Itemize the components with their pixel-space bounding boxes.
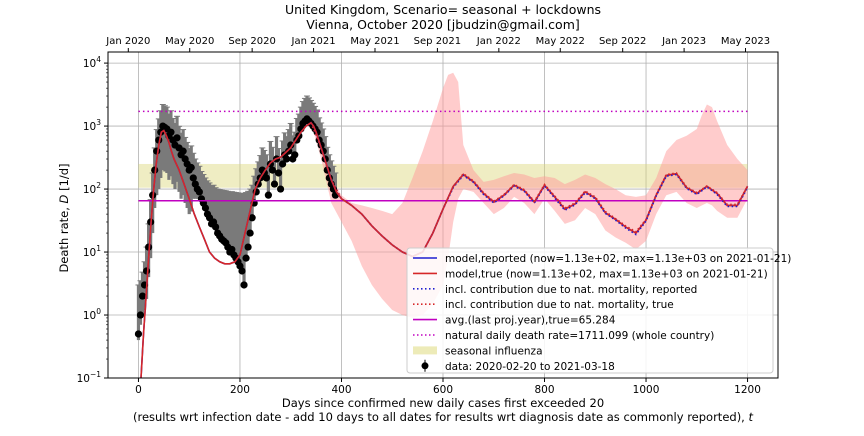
x-axis-label-t: t (749, 410, 754, 424)
y-tick-label: 102 (83, 181, 101, 196)
x-tick-label: 400 (331, 384, 351, 396)
data-point (244, 243, 252, 251)
data-point (238, 267, 246, 275)
legend-label: seasonal influenza (445, 345, 543, 357)
top-tick-label: May 2022 (536, 36, 585, 47)
x-tick-label: 1000 (633, 384, 660, 396)
x-tick-label: 0 (135, 384, 142, 396)
x-axis-label-line2-text: (results wrt infection date - add 10 day… (133, 410, 749, 424)
data-point (153, 147, 161, 155)
x-axis-label-line2: (results wrt infection date - add 10 day… (133, 410, 754, 424)
data-point (268, 166, 277, 174)
x-tick-label: 600 (433, 384, 453, 396)
legend-label: model,true (now=1.13e+02, max=1.13e+03 o… (445, 268, 768, 280)
data-point (291, 151, 299, 159)
legend-label: data: 2020-02-20 to 2021-03-18 (445, 361, 615, 373)
data-point (285, 147, 293, 155)
data-point (279, 160, 287, 168)
y-tick-label: 103 (83, 118, 101, 133)
data-point (179, 147, 187, 155)
y-axis-ticks: 10−1 100 101 102 103 104 (77, 55, 108, 385)
x-tick-label: 1200 (734, 384, 761, 396)
y-axis-label-unit: [1/d] (57, 163, 71, 194)
model-true-incl-nat-line (310, 122, 749, 258)
data-points (134, 95, 339, 341)
legend: model,reported (now=1.13e+02, max=1.13e+… (406, 247, 791, 374)
data-point (248, 214, 256, 222)
top-tick-label: Sep 2022 (599, 36, 646, 47)
data-point (240, 281, 248, 289)
legend-box (406, 247, 774, 374)
y-tick-label: 100 (83, 307, 101, 322)
y-axis-label-symbol: D (57, 194, 71, 203)
reference-lines (138, 110, 748, 202)
data-point (283, 155, 291, 163)
top-tick-label: Jan 2021 (291, 36, 336, 47)
y-tick-label: 104 (83, 55, 101, 70)
data-point (274, 169, 283, 177)
data-point (138, 292, 147, 300)
top-tick-label: May 2020 (165, 36, 214, 47)
legend-label: model,reported (now=1.13e+02, max=1.13e+… (445, 253, 791, 265)
legend-label: incl. contribution due to nat. mortality… (445, 299, 674, 311)
top-date-axis: Jan 2020 May 2020 Sep 2020 Jan 2021 May 2021… (105, 36, 770, 52)
legend-label: incl. contribution due to nat. mortality… (445, 284, 697, 296)
top-tick-label: Jan 2023 (661, 36, 706, 47)
data-point (212, 223, 220, 231)
top-tick-label: May 2023 (721, 36, 770, 47)
data-point (167, 128, 175, 136)
y-axis-label-main: Death rate, (57, 203, 71, 272)
data-point (142, 267, 151, 275)
data-point (134, 330, 143, 338)
x-axis-label-line1: Days since confirmed new daily cases fir… (282, 396, 604, 410)
y-tick-label: 101 (83, 244, 101, 259)
data-point (228, 245, 236, 254)
top-tick-label: May 2021 (350, 36, 399, 47)
y-tick-label: 10−1 (77, 370, 102, 385)
legend-swatch (421, 362, 429, 370)
top-tick-label: Jan 2022 (476, 36, 521, 47)
data-point (264, 191, 272, 199)
legend-swatch (413, 346, 437, 355)
x-axis-ticks: 0 200 400 600 800 1000 1200 (135, 378, 761, 396)
data-point (136, 311, 145, 319)
data-point (187, 163, 195, 172)
top-tick-label: Jan 2020 (105, 36, 150, 47)
legend-label: natural daily death rate=1711.099 (whole… (445, 330, 714, 342)
chart-title: United Kingdom, Scenario= seasonal + loc… (285, 2, 601, 32)
data-point (189, 174, 197, 182)
top-tick-label: Sep 2020 (228, 36, 275, 47)
axis-labels: Days since confirmed new daily cases fir… (57, 163, 754, 424)
data-point (201, 204, 210, 212)
y-axis-label: Death rate, D [1/d] (57, 163, 71, 272)
x-tick-label: 800 (534, 384, 554, 396)
top-tick-label: Sep 2021 (414, 36, 461, 47)
data-point (173, 134, 181, 142)
data-point (276, 185, 285, 193)
chart-title-line1: United Kingdom, Scenario= seasonal + loc… (285, 2, 601, 17)
x-tick-label: 200 (230, 384, 250, 396)
legend-label: avg.(last proj.year),true=65.284 (445, 315, 616, 327)
data-point (242, 254, 250, 262)
data-point (287, 141, 295, 149)
data-point (195, 188, 203, 196)
data-point (262, 174, 270, 182)
data-point (246, 229, 254, 237)
model-series (140, 121, 749, 379)
chart-title-line2: Vienna, October 2020 [jbudzin@gmail.com] (306, 17, 580, 32)
data-point (270, 180, 279, 188)
